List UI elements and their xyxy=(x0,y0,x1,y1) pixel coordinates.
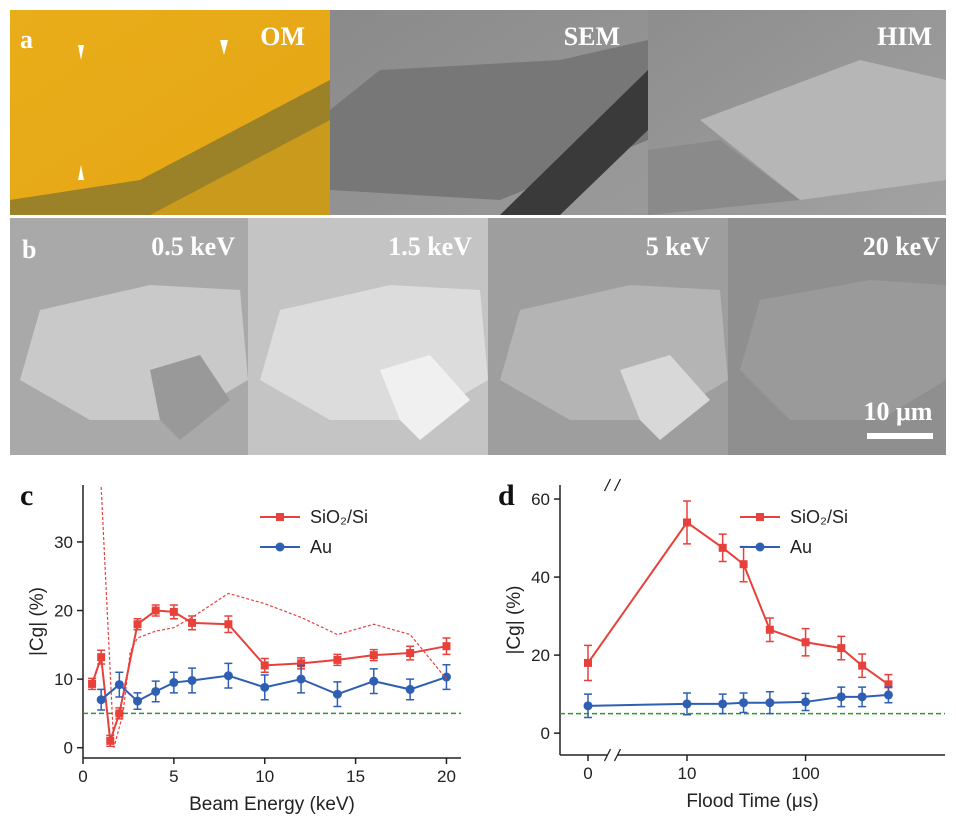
marker xyxy=(224,620,232,628)
x-tick-label: 0 xyxy=(583,764,592,783)
marker xyxy=(683,518,691,526)
y-tick-label: 20 xyxy=(531,646,550,665)
legend-marker xyxy=(756,513,764,521)
panel-label: d xyxy=(498,479,515,512)
marker xyxy=(739,698,748,707)
marker xyxy=(884,690,893,699)
marker xyxy=(584,701,593,710)
scale-bar-label: 10 μm xyxy=(864,397,933,426)
y-tick-label: 60 xyxy=(531,490,550,509)
marker xyxy=(719,544,727,552)
marker xyxy=(406,649,414,657)
marker xyxy=(718,699,727,708)
marker xyxy=(188,676,197,685)
marker xyxy=(837,692,846,701)
x-axis-label: Beam Energy (keV) xyxy=(189,794,355,815)
figure: a OM SEM HIM b 0.5 keV 1.5 keV 5 keV 20 … xyxy=(0,0,956,817)
x-tick-label: 100 xyxy=(791,764,819,783)
marker xyxy=(370,651,378,659)
marker xyxy=(297,675,306,684)
scale-bar xyxy=(867,433,933,439)
marker xyxy=(766,626,774,634)
marker xyxy=(224,671,233,680)
marker xyxy=(406,685,415,694)
x-axis-label: Flood Time (μs) xyxy=(686,791,818,812)
x-tick-label: 15 xyxy=(346,767,365,786)
marker xyxy=(802,638,810,646)
marker xyxy=(333,690,342,699)
marker xyxy=(837,644,845,652)
panel-label: a xyxy=(20,25,33,54)
marker xyxy=(115,709,123,717)
x-tick-label: 5 xyxy=(169,767,178,786)
y-tick-label: 20 xyxy=(54,602,73,621)
y-tick-label: 30 xyxy=(54,533,73,552)
x-tick-label: 0 xyxy=(78,767,87,786)
marker xyxy=(740,560,748,568)
marker xyxy=(261,661,269,669)
legend-marker xyxy=(276,543,285,552)
image-label: HIM xyxy=(877,22,932,51)
marker xyxy=(97,695,106,704)
x-tick-label: 10 xyxy=(255,767,274,786)
marker xyxy=(333,656,341,664)
marker xyxy=(170,608,178,616)
legend-label: SiO₂/Si xyxy=(310,507,368,527)
legend-marker xyxy=(276,513,284,521)
marker xyxy=(858,662,866,670)
legend-marker xyxy=(756,543,765,552)
x-tick-label: 10 xyxy=(678,764,697,783)
panel-label: b xyxy=(22,235,36,264)
legend-label: Au xyxy=(790,537,812,557)
marker xyxy=(169,678,178,687)
marker xyxy=(152,607,160,615)
y-tick-label: 0 xyxy=(64,739,73,758)
marker xyxy=(88,680,96,688)
marker xyxy=(442,673,451,682)
marker xyxy=(369,677,378,686)
image-label: OM xyxy=(260,22,305,51)
legend-label: Au xyxy=(310,537,332,557)
y-axis-label: |Cg| (%) xyxy=(504,586,525,655)
marker xyxy=(115,680,124,689)
marker xyxy=(801,697,810,706)
marker xyxy=(151,687,160,696)
y-tick-label: 0 xyxy=(541,724,550,743)
image-label: 0.5 keV xyxy=(151,232,235,261)
marker xyxy=(858,692,867,701)
image-label: SEM xyxy=(564,22,620,51)
marker xyxy=(584,659,592,667)
marker xyxy=(97,653,105,661)
image-label: 5 keV xyxy=(646,232,711,261)
marker xyxy=(134,620,142,628)
image-label: 20 keV xyxy=(863,232,941,261)
marker xyxy=(133,697,142,706)
marker xyxy=(260,683,269,692)
image-label: 1.5 keV xyxy=(388,232,472,261)
y-axis-label: |Cg| (%) xyxy=(27,587,48,656)
marker xyxy=(442,642,450,650)
y-tick-label: 40 xyxy=(531,568,550,587)
series-line xyxy=(101,487,446,748)
panel-label: c xyxy=(20,479,33,512)
marker xyxy=(188,619,196,627)
y-tick-label: 10 xyxy=(54,670,73,689)
x-tick-label: 20 xyxy=(437,767,456,786)
legend-label: SiO₂/Si xyxy=(790,507,848,527)
marker xyxy=(682,699,691,708)
marker xyxy=(765,698,774,707)
